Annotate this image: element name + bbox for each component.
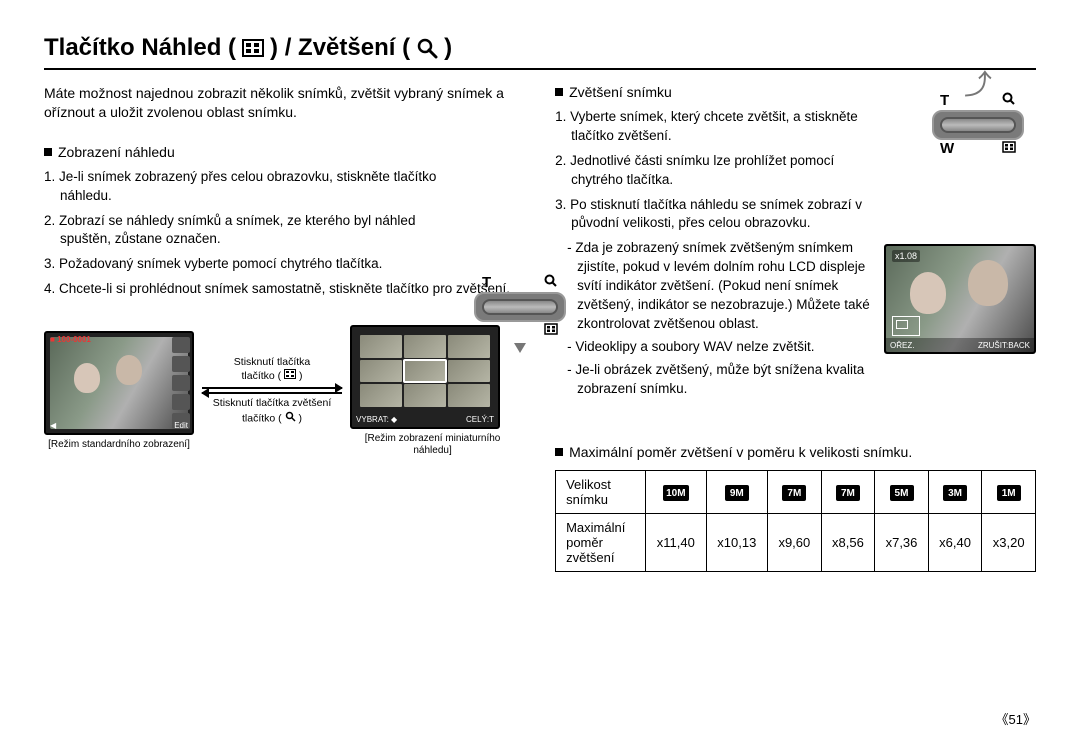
page-title: Tlačítko Náhled ( ) / Zvětšení ( ) xyxy=(44,34,1036,70)
zoom-rocker-diagram: ⤴ T W xyxy=(932,78,1024,157)
content-columns: Máte možnost najednou zobrazit několik s… xyxy=(44,84,1036,572)
caption-standard: [Režim standardního zobrazení] xyxy=(44,439,194,451)
arrow-left-icon xyxy=(202,392,342,394)
thumbnail-icon xyxy=(242,39,264,57)
step-item: 4. Chcete-li si prohlédnout snímek samos… xyxy=(44,280,515,299)
ratio-cell: x6,40 xyxy=(928,514,982,572)
left-column: Máte možnost najednou zobrazit několik s… xyxy=(44,84,515,572)
title-mid: ) / Zvětšení ( xyxy=(270,34,410,62)
trim-label: OŘEZ. xyxy=(890,341,914,350)
row-label: Maximální poměr zvětšení xyxy=(556,514,646,572)
arrow-text: ) xyxy=(299,371,303,383)
intro-text: Máte možnost najednou zobrazit několik s… xyxy=(44,84,515,122)
row-label: Velikost snímku xyxy=(556,471,646,514)
file-number: 100-0001 xyxy=(57,335,91,344)
thumbnail-icon xyxy=(1002,140,1016,157)
standard-mode-block: ■ 100-0001 ◀Edit [Režim standardního zob… xyxy=(44,331,194,451)
title-prefix: Tlačítko Náhled ( xyxy=(44,34,236,62)
t-label: T xyxy=(482,274,491,292)
size-chip: 10M xyxy=(663,485,688,501)
step-item: 3. Požadovaný snímek vyberte pomocí chyt… xyxy=(44,255,444,274)
lcd-standard: ■ 100-0001 ◀Edit xyxy=(44,331,194,435)
step-item: 2. Zobrazí se náhledy snímků a snímek, z… xyxy=(44,212,444,250)
ratio-cell: x11,40 xyxy=(646,514,706,572)
arrow-text: tlačítko ( xyxy=(242,412,282,424)
ratio-heading-label: Maximální poměr zvětšení v poměru k veli… xyxy=(569,444,912,460)
zoom-navigator xyxy=(892,316,920,336)
arrow-up-icon: ⤴ xyxy=(932,78,1024,92)
step-item: 3. Po stisknutí tlačítka náhledu se sním… xyxy=(555,196,875,234)
size-chip: 9M xyxy=(725,485,749,501)
size-chip: 7M xyxy=(836,485,860,501)
arrow-labels: Stisknutí tlačítka tlačítko ( ) Stisknut… xyxy=(202,356,342,427)
size-chip: 5M xyxy=(890,485,914,501)
thumbnail-mode-block: VYBRAT: ◆ CELÝ:T [Režim zobrazení miniat… xyxy=(350,325,515,457)
step-item: 1. Je-li snímek zobrazený přes celou obr… xyxy=(44,168,444,206)
ratio-heading: Maximální poměr zvětšení v poměru k veli… xyxy=(555,444,1036,460)
edit-label: Edit xyxy=(174,421,188,430)
cancel-label: ZRUŠIT:BACK xyxy=(978,341,1030,350)
title-suffix: ) xyxy=(444,34,452,62)
arrow-down-icon xyxy=(514,343,526,353)
sub-note: - Zda je zobrazený snímek zvětšeným sním… xyxy=(555,239,885,333)
w-label: W xyxy=(940,140,954,157)
arrow-text: ) xyxy=(299,412,303,424)
arrow-text: tlačítko ( xyxy=(242,371,282,383)
ratio-section: Maximální poměr zvětšení v poměru k veli… xyxy=(555,444,1036,572)
size-chip: 7M xyxy=(782,485,806,501)
table-row: Velikost snímku 10M 9M 7M 7M 5M 3M 1M xyxy=(556,471,1036,514)
step-item: 1. Vyberte snímek, který chcete zvětšit,… xyxy=(555,108,875,146)
step-item: 2. Jednotlivé části snímku lze prohlížet… xyxy=(555,152,875,190)
table-row: Maximální poměr zvětšení x11,40 x10,13 x… xyxy=(556,514,1036,572)
left-section-heading: Zobrazení náhledu xyxy=(44,144,515,160)
lcd-enlarged: x1.08 OŘEZ. ZRUŠIT:BACK xyxy=(884,244,1036,354)
arrow-right-icon xyxy=(202,387,342,389)
arrow-text: Stisknutí tlačítka zvětšení xyxy=(202,397,342,411)
thumbnail-icon xyxy=(284,369,296,384)
sub-note: - Videoklipy a soubory WAV nelze zvětšit… xyxy=(555,338,885,357)
right-section-label: Zvětšení snímku xyxy=(569,84,672,100)
size-chip: 1M xyxy=(997,485,1021,501)
magnifier-icon xyxy=(285,411,296,427)
zoom-ratio-table: Velikost snímku 10M 9M 7M 7M 5M 3M 1M Ma… xyxy=(555,470,1036,572)
size-chip: 3M xyxy=(943,485,967,501)
caption-thumbnail: [Režim zobrazení miniaturního náhledu] xyxy=(350,433,515,457)
mode-diagram: ■ 100-0001 ◀Edit [Režim standardního zob… xyxy=(44,325,515,457)
magnifier-icon xyxy=(1002,92,1016,110)
ratio-cell: x9,60 xyxy=(768,514,822,572)
ratio-cell: x10,13 xyxy=(706,514,768,572)
arrow-text: Stisknutí tlačítka xyxy=(202,356,342,370)
select-label: VYBRAT: xyxy=(356,415,389,424)
lcd-thumbnail: VYBRAT: ◆ CELÝ:T xyxy=(350,325,500,429)
magnifier-icon xyxy=(416,37,438,59)
zoom-indicator: x1.08 xyxy=(892,250,920,262)
sub-note: - Je-li obrázek zvětšený, může být sníže… xyxy=(555,361,885,399)
left-steps-wide: 4. Chcete-li si prohlédnout snímek samos… xyxy=(44,280,515,299)
page-number: 《51》 xyxy=(996,709,1036,728)
full-label: CELÝ:T xyxy=(466,415,494,424)
right-column: Zvětšení snímku 1. Vyberte snímek, který… xyxy=(555,84,1036,572)
ratio-cell: x8,56 xyxy=(821,514,875,572)
ratio-cell: x7,36 xyxy=(875,514,929,572)
right-steps: 1. Vyberte snímek, který chcete zvětšit,… xyxy=(555,108,875,233)
ratio-cell: x3,20 xyxy=(982,514,1036,572)
left-section-label: Zobrazení náhledu xyxy=(58,144,175,160)
t-label: T xyxy=(940,92,949,110)
left-steps: 1. Je-li snímek zobrazený přes celou obr… xyxy=(44,168,444,274)
